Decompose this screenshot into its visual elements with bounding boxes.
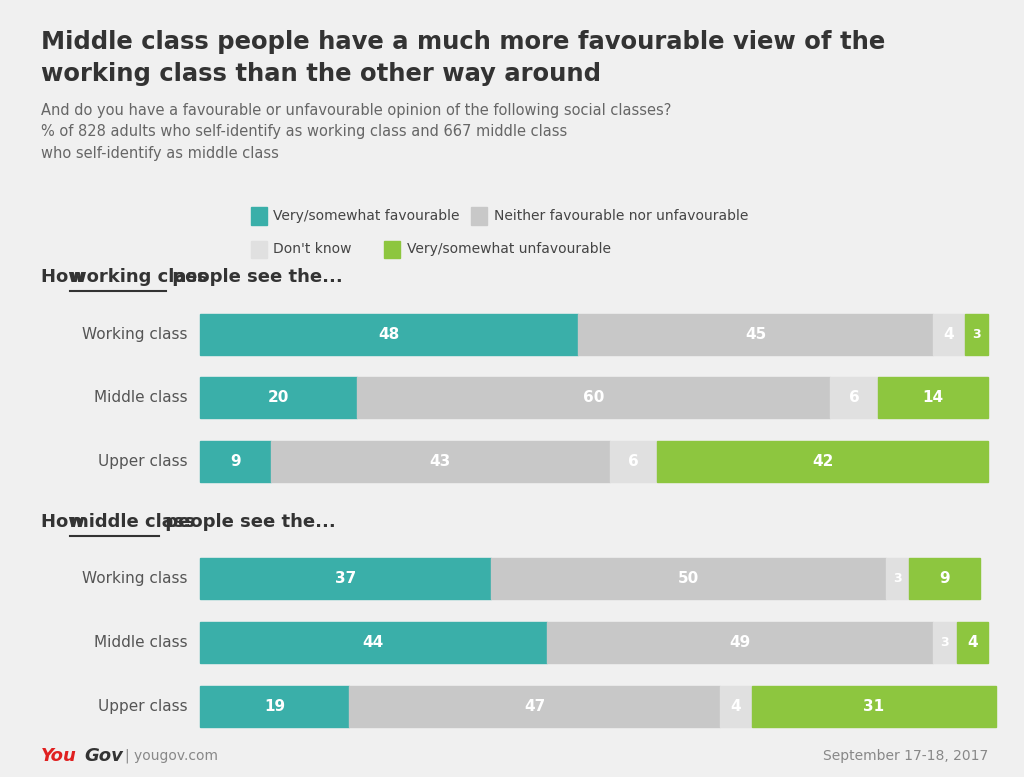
Bar (492, 558, 886, 600)
Bar (200, 313, 579, 354)
Bar (933, 622, 956, 664)
Text: 48: 48 (378, 326, 399, 342)
Bar (200, 686, 349, 727)
Text: And do you have a favourable or unfavourable opinion of the following social cla: And do you have a favourable or unfavour… (41, 103, 672, 161)
Text: 20: 20 (268, 390, 289, 406)
Text: 4: 4 (943, 326, 954, 342)
Text: 42: 42 (812, 454, 834, 469)
Text: 60: 60 (584, 390, 604, 406)
Text: Don't know: Don't know (273, 242, 352, 256)
Text: 43: 43 (429, 454, 451, 469)
Text: people see the...: people see the... (159, 513, 336, 531)
Bar (965, 313, 988, 354)
Text: 49: 49 (729, 635, 751, 650)
Bar (251, 207, 267, 225)
Text: Working class: Working class (82, 571, 187, 587)
Text: working class: working class (71, 268, 208, 287)
Text: Gov: Gov (84, 747, 123, 765)
Bar (471, 207, 487, 225)
Text: 4: 4 (967, 635, 978, 650)
Text: | yougov.com: | yougov.com (125, 749, 218, 763)
Bar (384, 241, 400, 258)
Text: Upper class: Upper class (97, 699, 187, 714)
Text: 45: 45 (744, 326, 766, 342)
Text: 31: 31 (863, 699, 885, 714)
Bar (830, 378, 878, 418)
Text: 6: 6 (849, 390, 859, 406)
Bar (579, 313, 933, 354)
Text: 47: 47 (524, 699, 546, 714)
Text: Working class: Working class (82, 326, 187, 342)
Text: 19: 19 (264, 699, 285, 714)
Text: 4: 4 (730, 699, 741, 714)
Bar (956, 622, 988, 664)
Text: Neither favourable nor unfavourable: Neither favourable nor unfavourable (494, 209, 748, 223)
Text: 3: 3 (893, 573, 902, 585)
Text: 9: 9 (229, 454, 241, 469)
Bar (270, 441, 609, 482)
Text: Middle class people have a much more favourable view of the: Middle class people have a much more fav… (41, 30, 885, 54)
Bar (200, 622, 547, 664)
Text: September 17-18, 2017: September 17-18, 2017 (823, 749, 988, 763)
Text: How: How (41, 268, 91, 287)
Bar (720, 686, 752, 727)
Text: 44: 44 (362, 635, 384, 650)
Text: working class than the other way around: working class than the other way around (41, 62, 601, 86)
Bar (251, 241, 267, 258)
Bar (909, 558, 980, 600)
Bar (349, 686, 720, 727)
Bar (547, 622, 933, 664)
Text: 6: 6 (628, 454, 639, 469)
Text: Very/somewhat unfavourable: Very/somewhat unfavourable (407, 242, 610, 256)
Text: Middle class: Middle class (94, 635, 187, 650)
Bar (609, 441, 657, 482)
Bar (933, 313, 965, 354)
Bar (200, 558, 492, 600)
Text: middle class: middle class (71, 513, 196, 531)
Bar (200, 378, 357, 418)
Bar (886, 558, 909, 600)
Text: Upper class: Upper class (97, 454, 187, 469)
Text: Middle class: Middle class (94, 390, 187, 406)
Text: 50: 50 (678, 571, 699, 587)
Text: How: How (41, 513, 91, 531)
Text: 3: 3 (972, 328, 981, 340)
Text: Very/somewhat favourable: Very/somewhat favourable (273, 209, 460, 223)
Text: 14: 14 (923, 390, 943, 406)
Bar (657, 441, 988, 482)
Bar (357, 378, 830, 418)
Text: people see the...: people see the... (166, 268, 343, 287)
Text: 3: 3 (940, 636, 949, 649)
Bar (752, 686, 996, 727)
Text: 9: 9 (939, 571, 950, 587)
Text: 37: 37 (335, 571, 356, 587)
Bar (200, 441, 270, 482)
Bar (878, 378, 988, 418)
Text: You: You (41, 747, 77, 765)
